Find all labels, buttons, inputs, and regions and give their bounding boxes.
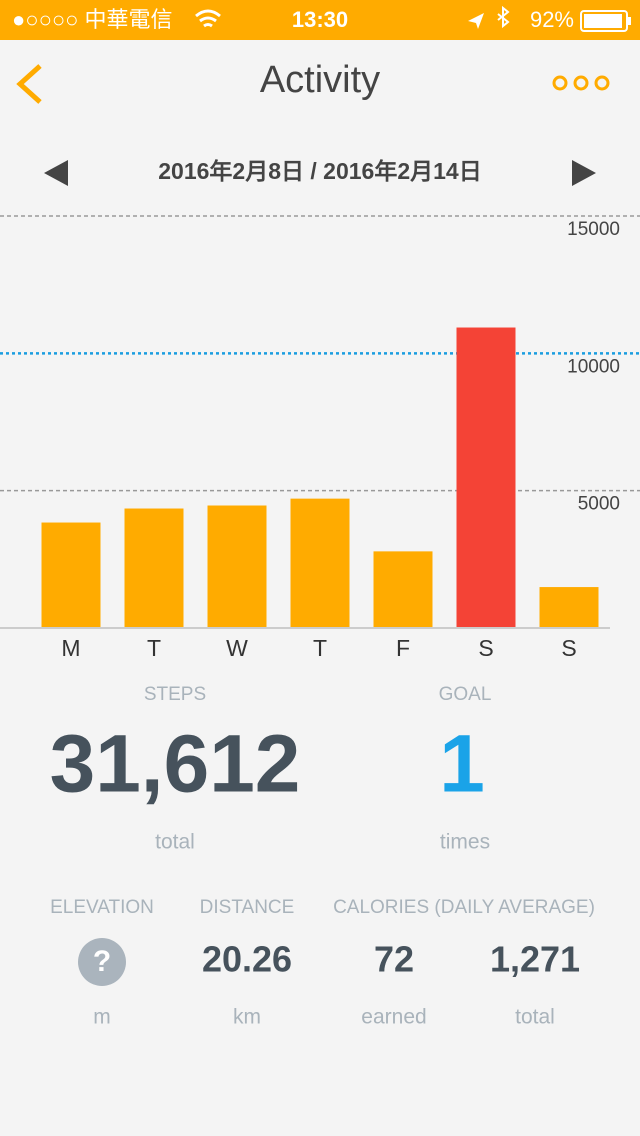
bluetooth-icon [497,5,510,29]
battery-fill [584,14,622,28]
bar [373,551,433,628]
chart: 5000 10000 15000 M T W T F S S [0,215,640,661]
x-tick-label: S [478,635,493,661]
goal-label: GOAL [439,684,492,705]
steps-unit: total [155,831,195,854]
bar [124,508,184,628]
prev-week[interactable] [44,160,68,186]
bar [539,587,599,628]
x-tick-label: S [561,635,576,661]
calories-earned: 72 [374,939,414,980]
calories-total-unit: total [515,1006,555,1029]
elevation-icon [78,938,126,986]
goal-value: 1 [439,719,485,810]
y-tick-label: 15000 [567,219,620,240]
bar [207,505,267,628]
next-week[interactable] [572,160,596,186]
x-tick-label: M [61,635,80,661]
x-tick-label: T [313,635,327,661]
elevation-value: ? [93,945,111,978]
steps-label: STEPS [144,684,206,705]
goal-unit: times [440,831,490,854]
distance-value: 20.26 [202,939,292,980]
title: Activity [260,59,380,101]
battery-level: 92% [530,7,574,32]
y-tick-label: 5000 [578,494,620,515]
x-tick-label: T [147,635,161,661]
battery-icon [580,10,628,32]
x-tick-label: W [226,635,248,661]
wifi-icon [195,9,221,28]
carrier: ●○○○○ 中華電信 [12,7,173,32]
distance-label: DISTANCE [200,897,295,918]
back-button[interactable] [16,64,42,104]
calories-label: CALORIES (DAILY AVERAGE) [333,897,595,918]
elevation-label: ELEVATION [50,897,154,918]
status-bar [0,0,640,40]
bar [290,498,350,628]
bar [41,522,101,628]
elevation-unit: m [93,1006,111,1029]
battery-tip [628,17,631,25]
date-range: 2016年2月8日 / 2016年2月14日 [158,158,481,184]
calories-total: 1,271 [490,939,580,980]
more-button[interactable] [552,75,610,91]
calories-earned-unit: earned [361,1006,426,1029]
clock: 13:30 [292,7,348,32]
x-tick-label: F [396,635,410,661]
y-tick-label: 10000 [567,356,620,377]
bar [456,327,516,628]
location-icon [468,13,484,29]
distance-unit: km [233,1006,261,1029]
steps-value: 31,612 [50,719,301,810]
